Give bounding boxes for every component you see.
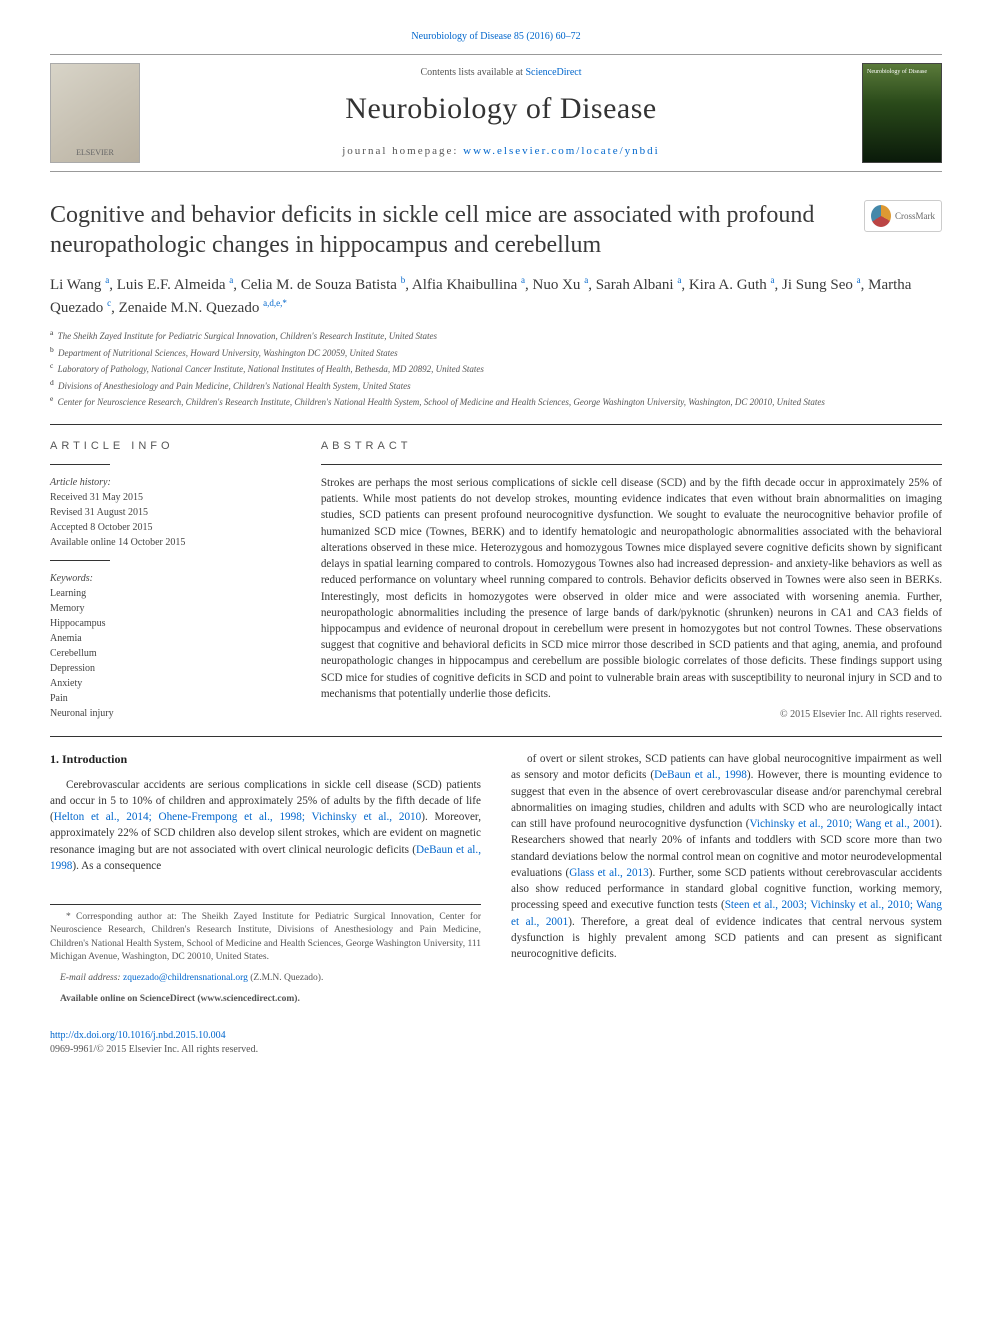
cover-caption: Neurobiology of Disease (867, 68, 937, 76)
author-list: Li Wang a, Luis E.F. Almeida a, Celia M.… (50, 274, 942, 319)
running-head: Neurobiology of Disease 85 (2016) 60–72 (50, 30, 942, 44)
corresponding-author-block: * Corresponding author at: The Sheikh Za… (50, 904, 481, 1007)
history-line: Accepted 8 October 2015 (50, 520, 291, 535)
divider (50, 736, 942, 737)
history-lines: Received 31 May 2015Revised 31 August 20… (50, 490, 291, 550)
abstract-text: Strokes are perhaps the most serious com… (321, 475, 942, 702)
mini-divider (50, 560, 110, 561)
title-block: Cognitive and behavior deficits in sickl… (50, 200, 942, 260)
keyword: Memory (50, 601, 291, 616)
keyword: Neuronal injury (50, 706, 291, 721)
crossmark-badge[interactable]: CrossMark (864, 200, 942, 232)
crossmark-icon (871, 205, 891, 227)
history-line: Available online 14 October 2015 (50, 535, 291, 550)
keyword: Pain (50, 691, 291, 706)
journal-cover-thumbnail-icon: Neurobiology of Disease (862, 63, 942, 163)
body-column-right: of overt or silent strokes, SCD patients… (511, 751, 942, 1015)
contents-prefix: Contents lists available at (420, 67, 525, 78)
article-info-column: ARTICLE INFO Article history: Received 3… (50, 439, 291, 723)
affiliations: a The Sheikh Zayed Institute for Pediatr… (50, 327, 942, 410)
abstract-column: ABSTRACT Strokes are perhaps the most se… (321, 439, 942, 723)
keywords-block: Keywords: LearningMemoryHippocampusAnemi… (50, 571, 291, 721)
body-columns: 1. Introduction Cerebrovascular accident… (50, 751, 942, 1015)
keywords-label: Keywords: (50, 571, 291, 586)
info-abstract-row: ARTICLE INFO Article history: Received 3… (50, 439, 942, 723)
article-history: Article history: Received 31 May 2015Rev… (50, 475, 291, 550)
sciencedirect-link[interactable]: ScienceDirect (525, 67, 581, 78)
footer-block: http://dx.doi.org/10.1016/j.nbd.2015.10.… (50, 1029, 942, 1057)
journal-name: Neurobiology of Disease (160, 88, 842, 130)
body-column-left: 1. Introduction Cerebrovascular accident… (50, 751, 481, 1015)
mini-divider (321, 464, 942, 465)
masthead-center: Contents lists available at ScienceDirec… (160, 66, 842, 159)
keyword: Anxiety (50, 676, 291, 691)
elsevier-logo-label: ELSEVIER (76, 147, 114, 158)
doi-link[interactable]: http://dx.doi.org/10.1016/j.nbd.2015.10.… (50, 1030, 226, 1041)
article-info-heading: ARTICLE INFO (50, 439, 291, 454)
intro-paragraph-cont: of overt or silent strokes, SCD patients… (511, 751, 942, 962)
journal-homepage-line: journal homepage: www.elsevier.com/locat… (160, 144, 842, 159)
corresponding-email-link[interactable]: zquezado@childrensnational.org (123, 973, 248, 983)
available-online-line: Available online on ScienceDirect (www.s… (50, 993, 481, 1006)
corresponding-body: Corresponding author at: The Sheikh Zaye… (50, 912, 481, 962)
abstract-heading: ABSTRACT (321, 439, 942, 454)
corresponding-marker: * (66, 912, 71, 922)
issn-copyright-line: 0969-9961/© 2015 Elsevier Inc. All right… (50, 1043, 942, 1057)
corresponding-email-suffix: (Z.M.N. Quezado). (248, 973, 323, 983)
keyword: Depression (50, 661, 291, 676)
keyword: Cerebellum (50, 646, 291, 661)
history-line: Revised 31 August 2015 (50, 505, 291, 520)
divider (50, 424, 942, 425)
corresponding-email-line: E-mail address: zquezado@childrensnation… (50, 972, 481, 985)
history-label: Article history: (50, 475, 291, 490)
keywords-list: LearningMemoryHippocampusAnemiaCerebellu… (50, 586, 291, 721)
running-head-journal: Neurobiology of Disease (411, 31, 511, 42)
contents-available-line: Contents lists available at ScienceDirec… (160, 66, 842, 80)
running-head-link[interactable]: Neurobiology of Disease 85 (2016) 60–72 (411, 31, 580, 42)
history-line: Received 31 May 2015 (50, 490, 291, 505)
article-title: Cognitive and behavior deficits in sickl… (50, 200, 846, 260)
intro-heading: 1. Introduction (50, 751, 481, 768)
crossmark-label: CrossMark (895, 210, 935, 223)
elsevier-logo-icon: ELSEVIER (50, 63, 140, 163)
corresponding-text: * Corresponding author at: The Sheikh Za… (50, 911, 481, 964)
mini-divider (50, 464, 110, 465)
email-label: E-mail address: (60, 973, 123, 983)
masthead: ELSEVIER Contents lists available at Sci… (50, 54, 942, 172)
running-head-vol: 85 (2016) 60–72 (514, 31, 581, 42)
keyword: Hippocampus (50, 616, 291, 631)
intro-paragraph: Cerebrovascular accidents are serious co… (50, 777, 481, 874)
keyword: Learning (50, 586, 291, 601)
journal-homepage-link[interactable]: www.elsevier.com/locate/ynbdi (463, 145, 660, 157)
homepage-label: journal homepage: (342, 145, 463, 157)
keyword: Anemia (50, 631, 291, 646)
abstract-copyright: © 2015 Elsevier Inc. All rights reserved… (321, 708, 942, 722)
